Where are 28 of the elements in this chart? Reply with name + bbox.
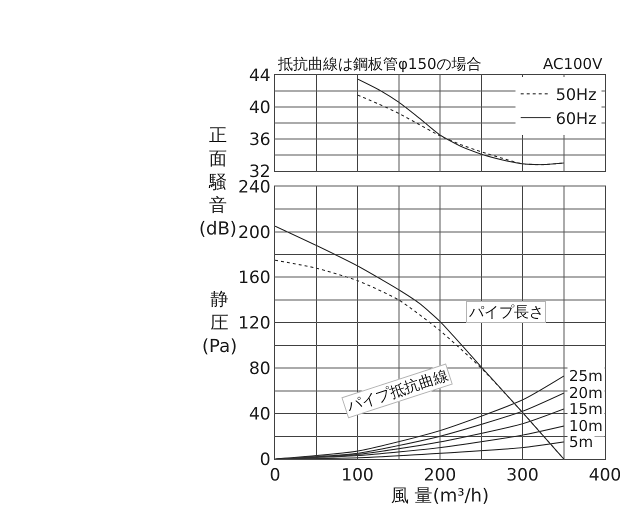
- y-axis-title: 正面騒音(dB): [199, 125, 237, 240]
- y-tick-label: 160: [238, 268, 271, 288]
- x-tick-label: 300: [506, 465, 539, 486]
- y-tick-label: 0: [260, 450, 271, 470]
- y-tick-label: 80: [248, 359, 271, 380]
- text: 抵抗曲線は鋼板管φ150の場合: [277, 55, 482, 73]
- x-tick-label: 400: [588, 465, 622, 486]
- series-label: 20m: [569, 384, 603, 402]
- y-tick-label: 40: [248, 98, 271, 118]
- legend-label: 50Hz: [556, 85, 596, 104]
- series-label: 25m: [569, 367, 603, 385]
- series-label: 10m: [569, 417, 603, 435]
- y-tick-label: 120: [238, 314, 271, 334]
- legend-label: 60Hz: [556, 108, 596, 128]
- y-tick-label: 240: [238, 177, 271, 198]
- y-axis-title: 静圧(Pa): [202, 289, 238, 357]
- y-tick-label: 200: [238, 222, 271, 243]
- x-axis-title: 風 量(m³/h): [391, 485, 489, 506]
- text: AC100V: [543, 55, 604, 73]
- y-tick-label: 44: [248, 66, 271, 86]
- y-tick-label: 40: [248, 404, 271, 425]
- y-tick-label: 36: [248, 130, 271, 150]
- x-tick-label: 100: [341, 465, 374, 486]
- series-label: 5m: [569, 433, 594, 451]
- x-tick-label: 200: [424, 465, 456, 486]
- annotation: パイプ抵抗曲線: [344, 366, 450, 416]
- series-label: 15m: [569, 400, 603, 418]
- annotation: パイプ長さ: [468, 303, 544, 321]
